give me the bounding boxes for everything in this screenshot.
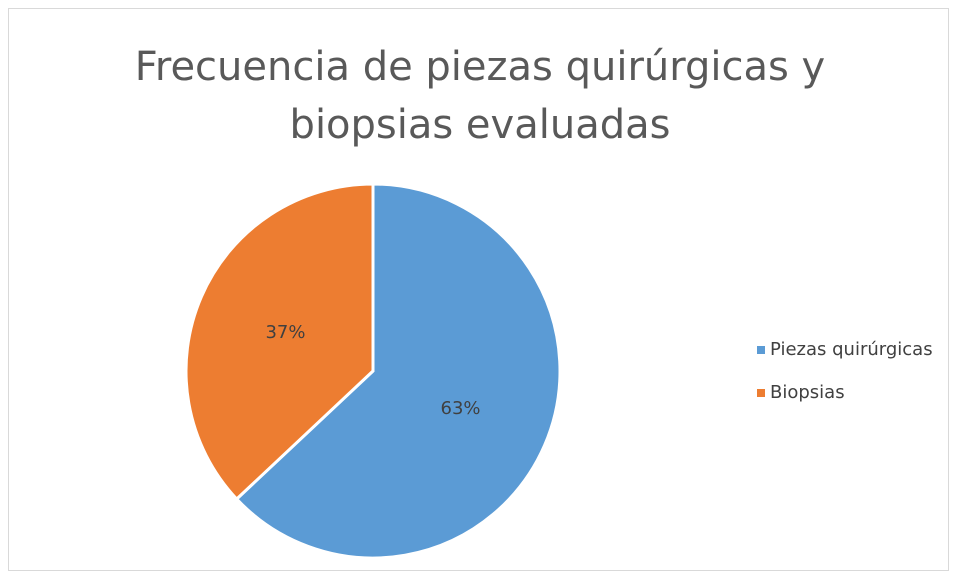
chart-title: Frecuencia de piezas quirúrgicas y biops… xyxy=(134,44,826,148)
data-label: 37% xyxy=(265,322,305,343)
pie-slice xyxy=(184,182,375,502)
legend-swatch xyxy=(757,389,765,397)
data-label: 63% xyxy=(441,398,481,419)
legend-label: Biopsias xyxy=(770,382,845,403)
legend-label: Piezas quirúrgicas xyxy=(770,339,933,360)
legend-swatch xyxy=(757,346,765,354)
chart-border xyxy=(8,8,949,571)
pie-slice xyxy=(234,182,562,560)
